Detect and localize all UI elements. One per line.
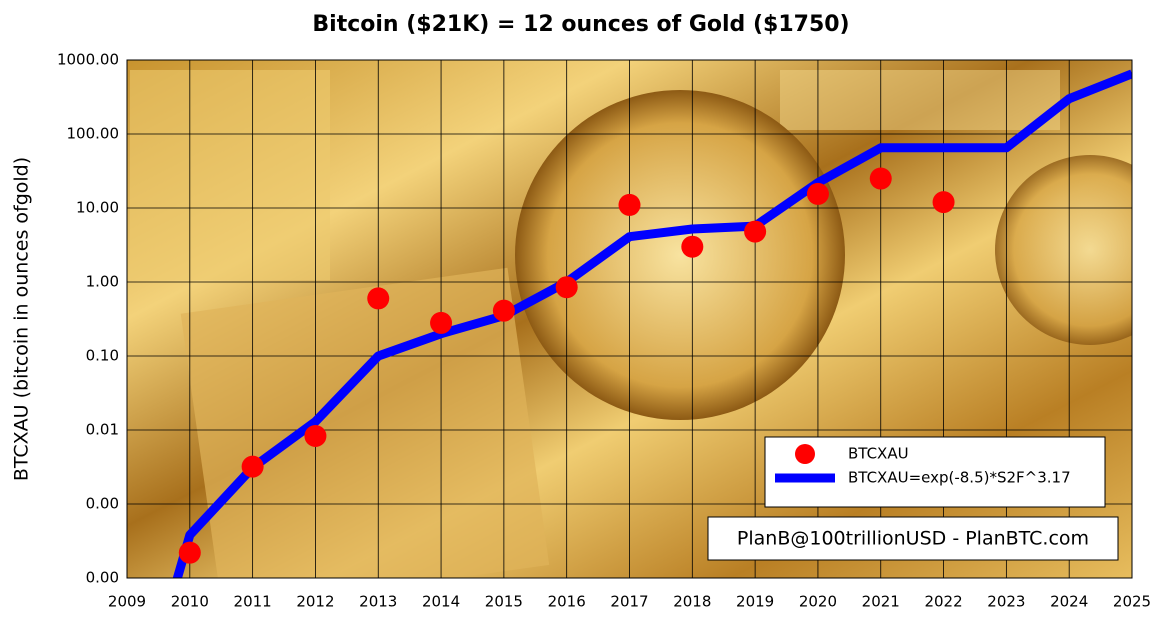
x-tick-label: 2019: [736, 593, 774, 611]
x-tick-label: 2025: [1113, 593, 1151, 611]
x-tick-label: 2022: [924, 593, 962, 611]
trend-line: [172, 69, 1132, 578]
data-point: [367, 287, 390, 310]
ticks: 0.00 0.00 0.01 0.10 1.00 10.00 100.00 1000.00 20…: [57, 51, 1151, 611]
y-tick-label: 0.10: [86, 347, 119, 365]
y-tick-label: 0.00: [86, 569, 119, 587]
x-tick-label: 2018: [673, 593, 711, 611]
annotation: PlanB@100trillionUSD - PlanBTC.com: [737, 528, 1089, 550]
x-tick-label: 2009: [108, 593, 146, 611]
x-tick-label: 2014: [422, 593, 460, 611]
y-tick-label: 1000.00: [57, 51, 119, 69]
x-tick-label: 2011: [234, 593, 272, 611]
x-tick-label: 2016: [548, 593, 586, 611]
x-tick-label: 2021: [862, 593, 900, 611]
legend: BTCXAU BTCXAU=exp(-8.5)*S2F^3.17: [764, 436, 1106, 508]
data-point: [492, 299, 515, 322]
x-tick-label: 2013: [359, 593, 397, 611]
data-point: [681, 235, 704, 258]
data-point: [618, 193, 641, 216]
x-tick-label: 2020: [799, 593, 837, 611]
x-tick-label: 2012: [296, 593, 334, 611]
annotation-box: [707, 516, 1119, 561]
legend-box: [764, 436, 1106, 508]
data-point: [178, 541, 201, 564]
y-tick-label: 1.00: [86, 273, 119, 291]
data-point: [869, 167, 892, 190]
data-point: [744, 220, 767, 243]
x-tick-label: 2024: [1050, 593, 1088, 611]
y-tick-label: 0.00: [86, 495, 119, 513]
x-tick-label: 2017: [610, 593, 648, 611]
y-axis-label: BTCXAU (bitcoin in ounces ofgold): [11, 157, 33, 481]
y-tick-label: 0.01: [86, 421, 119, 439]
x-tick-label: 2023: [987, 593, 1025, 611]
plot-marks: [172, 69, 1132, 578]
data-point: [430, 311, 453, 334]
data-point: [806, 182, 829, 205]
x-tick-label: 2010: [171, 593, 209, 611]
y-tick-label: 100.00: [67, 125, 120, 143]
data-point: [555, 276, 578, 299]
data-point: [241, 455, 264, 478]
x-tick-label: 2015: [485, 593, 523, 611]
chart-title: Bitcoin ($21K) = 12 ounces of Gold ($175…: [312, 12, 849, 37]
legend-label: BTCXAU=exp(-8.5)*S2F^3.17: [848, 469, 1071, 487]
data-point: [932, 191, 955, 214]
plot-frame: [126, 59, 1133, 579]
y-tick-label: 10.00: [76, 199, 119, 217]
data-point: [304, 424, 327, 447]
legend-label: BTCXAU: [848, 445, 909, 463]
legend-swatch: [795, 444, 815, 464]
